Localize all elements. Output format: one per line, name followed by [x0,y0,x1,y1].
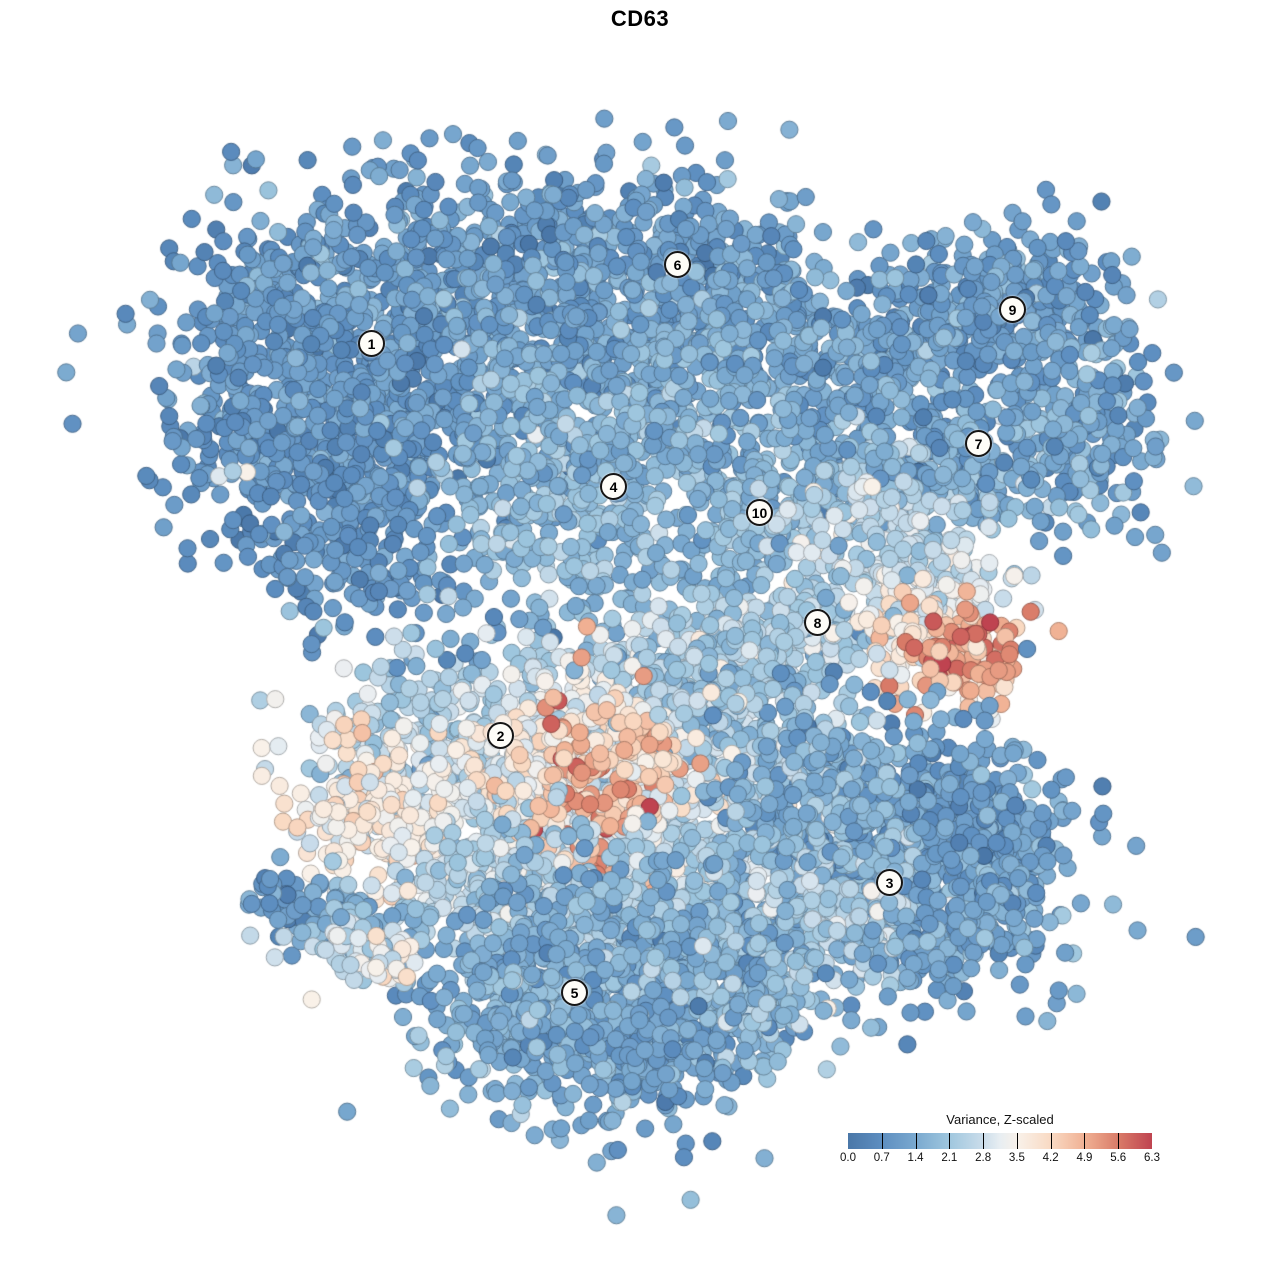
legend-title: Variance, Z-scaled [946,1112,1054,1127]
colorbar-tick-labels: 0.0 0.7 1.4 2.1 2.8 3.5 4.2 4.9 5.6 6.3 [840,1149,1160,1165]
legend-tick-label: 0.0 [840,1152,856,1164]
legend-tick-label: 4.2 [1042,1152,1059,1164]
colorbar-tick-mark [1050,1133,1052,1149]
colorbar-tick-mark [1016,1133,1018,1149]
colorbar-tick-mark [1084,1133,1086,1149]
cluster-label-7: 7 [965,430,992,457]
colorbar-tick-mark [1118,1133,1120,1149]
cluster-label-2: 2 [487,722,514,749]
colorbar-tick-mark [881,1133,883,1149]
cluster-label-4: 4 [600,473,627,500]
colorbar-tick-mark [949,1133,951,1149]
cluster-label-10: 10 [746,499,773,526]
colorbar-tick-mark [983,1133,985,1149]
legend-tick-label: 0.7 [873,1152,890,1164]
legend-tick-label: 4.9 [1076,1152,1093,1164]
legend-tick-label: 2.8 [975,1152,992,1164]
colorbar-legend: Variance, Z-scaled 0.0 0.7 1.4 2.1 2.8 3.5 4.2… [840,1112,1160,1165]
cluster-label-3: 3 [876,869,903,896]
colorbar [848,1133,1152,1149]
colorbar-tick-mark [915,1133,917,1149]
cluster-label-8: 8 [804,609,831,636]
legend-tick-label: 3.5 [1008,1152,1025,1164]
legend-tick-label: 5.6 [1110,1152,1127,1164]
legend-tick-label: 2.1 [941,1152,958,1164]
cluster-label-5: 5 [561,979,588,1006]
cluster-label-6: 6 [664,251,691,278]
cluster-label-1: 1 [358,330,385,357]
cluster-label-9: 9 [999,296,1026,323]
legend-tick-label: 1.4 [907,1152,924,1164]
legend-tick-label: 6.3 [1144,1152,1160,1164]
